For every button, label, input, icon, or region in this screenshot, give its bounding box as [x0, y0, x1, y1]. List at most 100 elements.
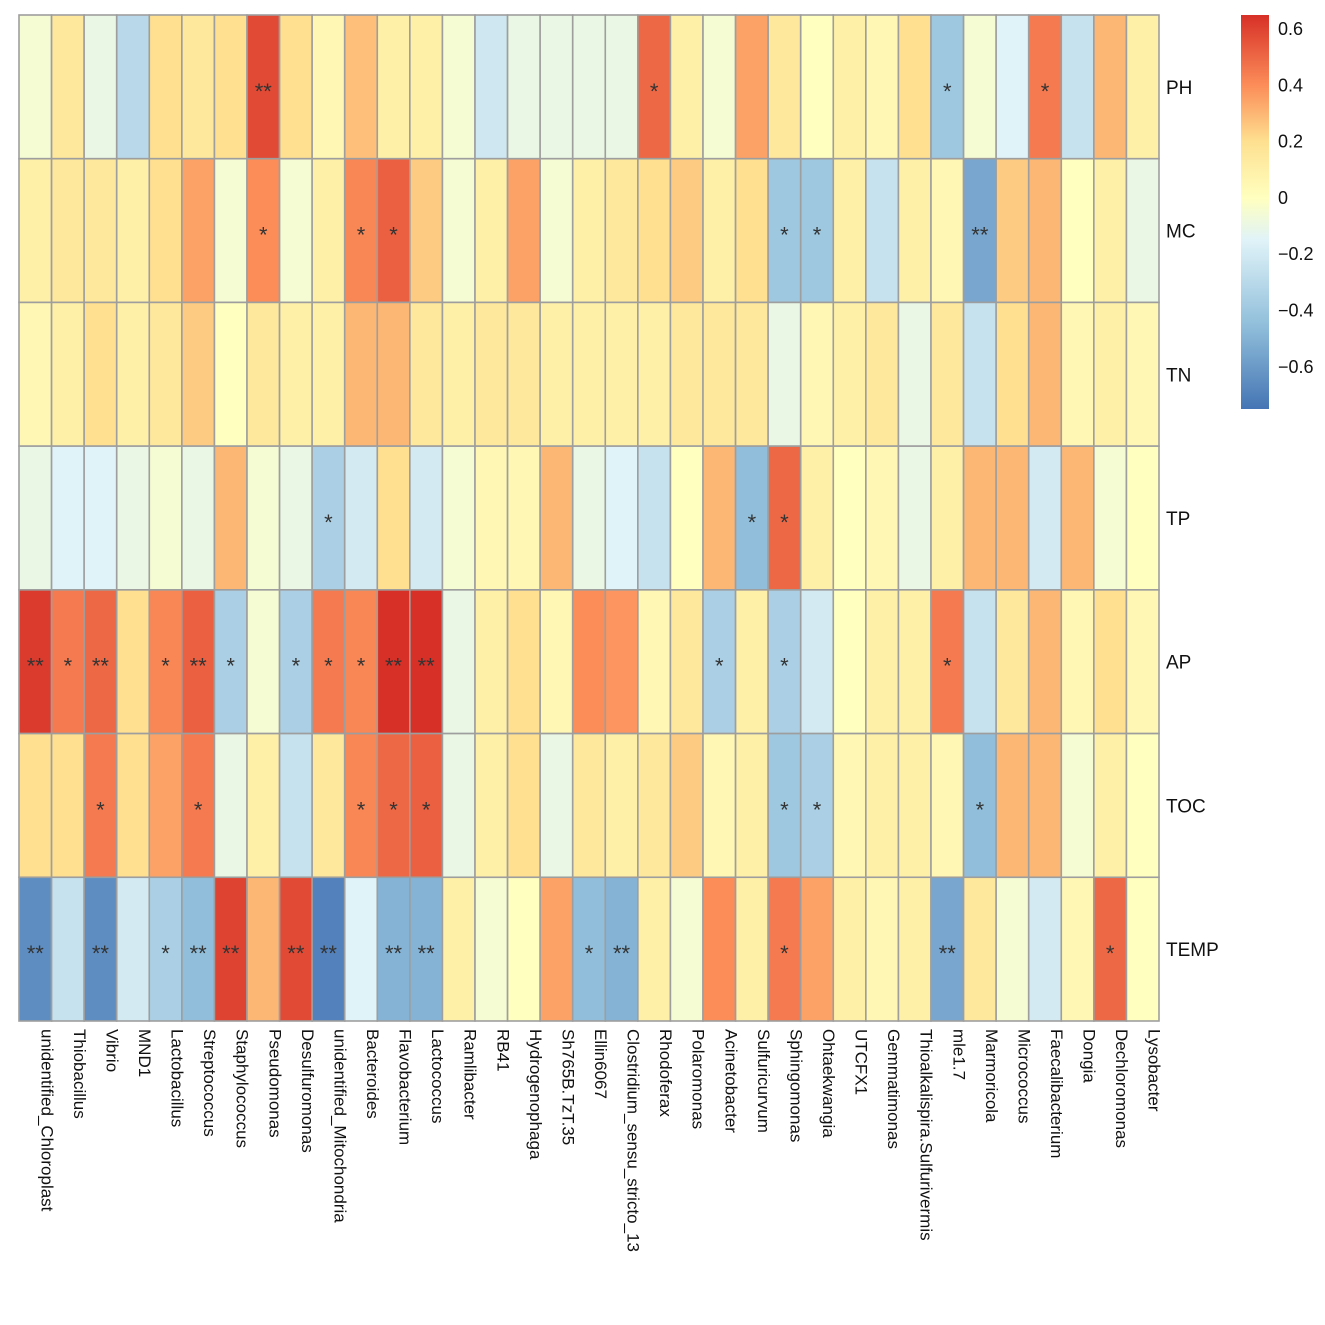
heatmap-cell [376, 14, 411, 160]
column-label: Ohtaekwangia [819, 1029, 838, 1138]
significance-marker: ** [418, 941, 436, 966]
column-label: MND1 [135, 1029, 154, 1077]
significance-marker: * [585, 941, 594, 966]
heatmap-cell [799, 445, 835, 591]
column-labels: unidentified_Chloroplast Thiobacillus Vibr… [37, 1029, 1163, 1252]
column-label: Polaromonas [689, 1029, 708, 1129]
row-label: TEMP [1166, 940, 1219, 961]
heatmap-cell [1027, 589, 1063, 735]
heatmap-cell [50, 876, 85, 1022]
heatmap-cell [604, 589, 639, 735]
significance-marker: * [96, 797, 105, 822]
heatmap-cell [865, 445, 900, 591]
heatmap-cell [181, 157, 216, 304]
heatmap-cell [669, 876, 704, 1022]
heatmap-cell [181, 301, 216, 447]
significance-marker: ** [418, 654, 436, 679]
row-label: TOC [1166, 796, 1206, 817]
heatmap-cell [474, 732, 509, 879]
heatmap-cell [311, 157, 346, 304]
heatmap-cell [637, 301, 672, 447]
heatmap-cell [995, 445, 1030, 591]
heatmap-cell [148, 876, 183, 1022]
heatmap-cell [539, 14, 574, 160]
heatmap-cell [995, 14, 1030, 160]
heatmap-cell [669, 732, 704, 879]
heatmap-cell [799, 589, 835, 735]
heatmap-cell [669, 589, 704, 735]
heatmap-cell [799, 876, 835, 1022]
significance-marker: ** [190, 654, 208, 679]
heatmap-cell [539, 157, 574, 304]
column-label: Streptococcus [200, 1029, 219, 1137]
heatmap-cell [246, 14, 281, 160]
heatmap-cell [539, 301, 574, 447]
legend-ticks: 0.6 0.4 0.2 0 −0.2 −0.4 −0.6 [1278, 19, 1314, 377]
heatmap-cell [571, 157, 607, 304]
heatmap-cell [1125, 445, 1160, 591]
significance-marker: * [1041, 79, 1050, 104]
significance-marker: * [976, 797, 985, 822]
heatmap-cell [409, 157, 444, 304]
heatmap-cell [930, 157, 965, 304]
heatmap-cell [278, 589, 313, 735]
heatmap-cell [148, 301, 183, 447]
heatmap-cell [897, 876, 932, 1022]
legend-tick-label: −0.6 [1278, 357, 1314, 377]
significance-marker: ** [613, 941, 631, 966]
heatmap-cell [474, 445, 509, 591]
heatmap-cell [995, 732, 1030, 879]
column-label: unidentified_Mitochondria [330, 1029, 349, 1223]
significance-marker: * [780, 941, 789, 966]
heatmap-cell [18, 732, 53, 879]
heatmap-cell [637, 876, 672, 1022]
column-label: mle1.7 [949, 1029, 968, 1080]
heatmap-cell [181, 14, 216, 160]
significance-marker: * [1106, 941, 1115, 966]
significance-marker: * [780, 797, 789, 822]
significance-marker: ** [27, 654, 45, 679]
heatmap-cell [376, 301, 411, 447]
legend-tick-label: −0.2 [1278, 244, 1314, 264]
heatmap-cell [474, 589, 509, 735]
column-label: Thioalkalispira.Sulfurivermis [917, 1029, 936, 1241]
heatmap-cell [930, 301, 965, 447]
heatmap-cell [734, 157, 769, 304]
heatmap-cell [278, 301, 313, 447]
heatmap-cell [506, 732, 541, 879]
heatmap-cell [441, 732, 476, 879]
heatmap-cell [1125, 301, 1160, 447]
column-label: Lactococcus [428, 1029, 447, 1124]
row-labels: PH MC TN TP AP TOC TEMP [1166, 78, 1219, 961]
heatmap-cell [702, 732, 737, 879]
heatmap-cell [930, 445, 965, 591]
significance-marker: * [226, 654, 235, 679]
heatmap-cell [734, 732, 769, 879]
heatmap-cell [311, 876, 346, 1022]
legend-tick-label: 0.6 [1278, 19, 1303, 39]
heatmap-cell [181, 732, 216, 879]
significance-marker: * [389, 797, 398, 822]
heatmap-cell [571, 14, 607, 160]
heatmap-cell [409, 301, 444, 447]
heatmap-cell [83, 14, 118, 160]
heatmap-cell [278, 14, 313, 160]
heatmap-cell [246, 876, 281, 1022]
heatmap-cell [832, 157, 867, 304]
heatmap-cell [441, 589, 476, 735]
column-label: Acinetobacter [721, 1029, 740, 1133]
column-label: Dechloromonas [1112, 1029, 1131, 1148]
heatmap-cell [311, 732, 346, 879]
heatmap-cell [832, 445, 867, 591]
heatmap-cell [832, 876, 867, 1022]
significance-marker: * [161, 941, 170, 966]
heatmap-cell [539, 876, 574, 1022]
heatmap-cell [702, 445, 737, 591]
significance-marker: ** [27, 941, 45, 966]
heatmap-cell [1060, 876, 1095, 1022]
heatmap-cell [669, 157, 704, 304]
heatmap-cell [604, 445, 639, 591]
heatmap-cell [50, 732, 85, 879]
significance-marker: * [943, 79, 952, 104]
heatmap-cell [474, 301, 509, 447]
